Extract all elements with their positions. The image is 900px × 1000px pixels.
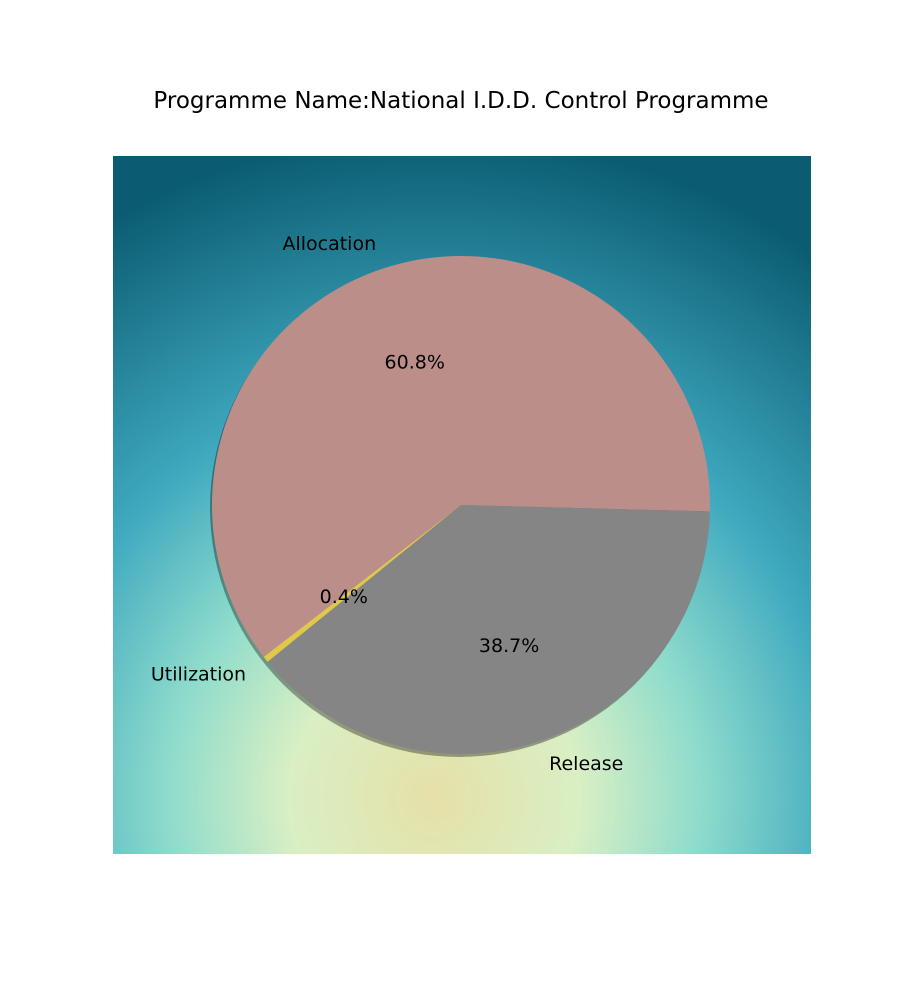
slice-label-utilization: Utilization [151,663,246,685]
pie-labels: Allocation 60.8% Utilization 0.4% Release 38.… [151,233,623,775]
slice-pct-allocation: 60.8% [385,351,445,373]
pie-slices [210,255,710,757]
slice-pct-utilization: 0.4% [320,586,368,608]
slice-label-allocation: Allocation [282,233,376,255]
pie-slice-allocation [211,255,710,657]
pie-slice-utilization [263,505,461,662]
pie-slice-release [267,505,710,754]
chart-title: Programme Name:National I.D.D. Control P… [153,88,769,114]
slice-label-release: Release [549,753,623,775]
slice-pct-release: 38.7% [479,635,539,657]
